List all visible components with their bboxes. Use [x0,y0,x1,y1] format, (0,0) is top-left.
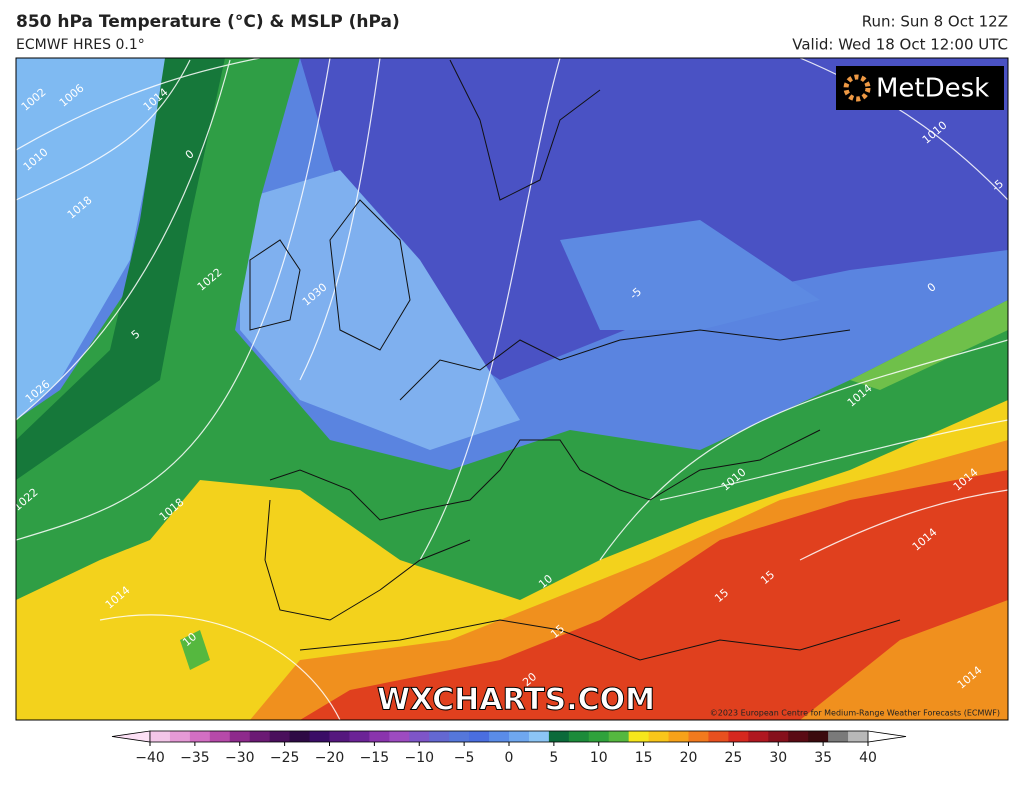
colorbar-tick-label: 0 [505,750,514,766]
colorbar-segment [329,731,350,742]
field-lightblue [16,58,170,420]
field-red [300,470,1008,720]
field-blue [560,220,820,330]
run: Run: Sun 8 Oct 12Z [862,13,1008,31]
colorbar-over [867,730,907,743]
colorbar-segment [369,731,390,742]
colorbar-tick-label: −5 [454,750,475,766]
colorbar-segment [429,731,450,742]
colorbar-tick-label: 25 [724,750,742,766]
colorbar-segment [568,731,590,742]
copyright: ©2023 European Centre for Medium-Range W… [710,709,1000,718]
colorbar-tick-label: −35 [180,750,210,766]
colorbar-segment [588,731,610,742]
colorbar-segment [848,731,869,742]
colorbar-segment [608,731,630,742]
coastlines [249,59,901,661]
logo-box [836,66,1004,110]
colorbar-segment [768,731,789,742]
colorbar-segment [249,731,271,742]
colorbar: −40 −35 −30 −25 −20 −15 −10 −5 0 5 10 15 20 25 30 35 40 [111,730,907,766]
colorbar-tick-label: −30 [225,750,255,766]
field-green [850,300,1008,390]
colorbar-tick-label: 10 [590,750,608,766]
colorbar-segment [788,731,809,742]
logo-icon [843,74,871,102]
colorbar-segment [309,731,330,742]
colorbar-tick-label: 40 [859,750,877,766]
colorbar-tick-label: −40 [135,750,165,766]
colorbar-segment [548,731,570,742]
map-frame [15,57,1009,721]
colorbar-tick-label: 30 [769,750,787,766]
colorbar-segment [648,731,670,742]
colorbar-segment [349,731,370,742]
field-darkblue [300,58,1008,380]
colorbar-tick-label: −15 [360,750,390,766]
colorbar-under [111,730,151,743]
colorbar-tick-label: −25 [270,750,300,766]
colorbar-segment [389,731,410,742]
colorbar-segment [189,731,211,742]
colorbar-segment [628,731,650,742]
colorbar-segment [688,731,709,742]
colorbar-segment [269,731,291,742]
colorbar-segment [150,731,171,742]
colorbar-tick-label: −20 [315,750,345,766]
title: 850 hPa Temperature (°C) & MSLP (hPa) [16,12,400,32]
colorbar-tick-label: 35 [814,750,832,766]
colorbar-tick-label: −10 [404,750,434,766]
logo: MetDesk [876,74,989,104]
watermark: WXCHARTS.COM [377,683,655,718]
colorbar-segment [449,731,470,742]
colorbar-tick-label: 15 [635,750,653,766]
field-lightblue [240,170,520,450]
map: MetDesk WXCHARTS.COM ©2023 European Cent… [16,58,1008,720]
colorbar-segment [489,731,510,742]
colorbar-segment [728,731,749,742]
colorbar-segment [209,731,231,742]
colorbar-segment [289,731,311,742]
colorbar-segment [528,731,550,742]
colorbar-tick-label: 5 [549,750,558,766]
colorbar-segment [509,731,530,742]
colorbar-tick-label: 20 [680,750,698,766]
colorbar-segment [708,731,729,742]
colorbar-segment [808,731,829,742]
colorbar-segment [469,731,490,742]
colorbar-segment [828,731,849,742]
colorbar-segment [229,731,251,742]
colorbar-segment [409,731,430,742]
isobars [16,58,1008,720]
field-darkgreen [16,58,225,480]
subtitle: ECMWF HRES 0.1° [16,37,145,53]
field-green [180,630,210,670]
valid: Valid: Wed 18 Oct 12:00 UTC [792,36,1008,54]
colorbar-segment [748,731,769,742]
colorbar-segment [169,731,191,742]
colorbar-segment [668,731,689,742]
